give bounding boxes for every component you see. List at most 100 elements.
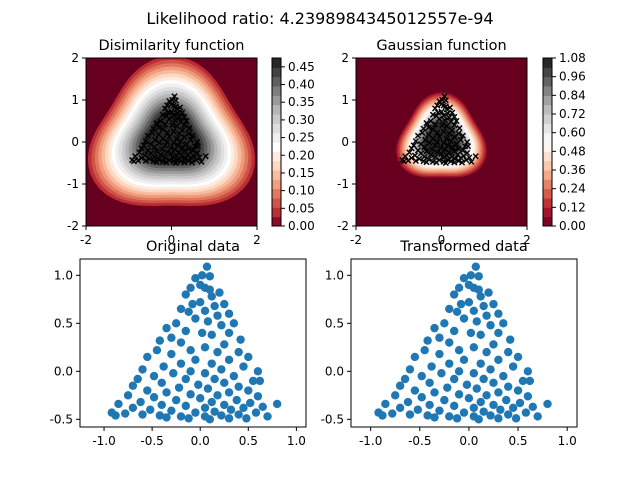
scatter-point <box>128 403 138 412</box>
scatter-point <box>213 311 222 320</box>
scatter-point <box>220 400 229 410</box>
scatter-point <box>205 285 215 294</box>
scatter-point <box>479 407 488 416</box>
scatter-point <box>479 301 488 311</box>
scatter-point <box>445 359 454 368</box>
overlay-marker <box>166 133 173 141</box>
overlay-marker <box>436 133 443 141</box>
scatter-point <box>162 388 171 397</box>
overlay-marker <box>447 138 454 145</box>
scatter-point <box>200 403 210 412</box>
x-tick-label: 1.0 <box>287 434 306 448</box>
scatter-point <box>405 410 415 419</box>
scatter-point <box>157 378 166 388</box>
y-tick-label: -2 <box>337 219 349 233</box>
x-tick-label: 2 <box>253 233 261 247</box>
scatter-point <box>191 408 200 417</box>
overlay-marker <box>179 143 186 151</box>
scatter-point <box>184 414 193 423</box>
colorbar-swatch <box>543 95 552 106</box>
overlay-marker <box>447 158 454 165</box>
overlay-marker <box>419 129 426 136</box>
scatter-point <box>405 365 415 374</box>
colorbar-swatch <box>543 67 552 78</box>
scatter-point <box>224 355 234 364</box>
colorbar-swatch <box>543 198 552 208</box>
scatter-point <box>476 292 485 301</box>
overlay-marker <box>161 105 169 112</box>
axes-frame <box>350 258 578 428</box>
overlay-marker <box>172 159 179 167</box>
overlay-marker <box>455 145 462 152</box>
scatter-point <box>174 383 184 392</box>
overlay-marker <box>151 153 158 160</box>
overlay-marker <box>442 159 449 167</box>
scatter-point <box>430 388 439 397</box>
colorbar-swatch <box>272 188 281 199</box>
y-tick-label: 2 <box>71 51 79 65</box>
overlay-marker <box>434 138 441 146</box>
scatter-point <box>149 371 159 381</box>
scatter-point <box>454 390 464 399</box>
overlay-marker <box>434 148 441 156</box>
scatter-point <box>133 374 142 384</box>
overlay-marker <box>459 132 466 139</box>
scatter-point <box>494 355 503 364</box>
x-tick-label: 0.5 <box>508 434 527 448</box>
scatter-point <box>430 323 439 333</box>
scatter-point <box>229 319 239 328</box>
overlay-marker <box>159 111 167 118</box>
scatter-point <box>425 400 434 410</box>
colorbar-swatch <box>272 132 281 143</box>
overlay-marker <box>449 143 456 151</box>
overlay-marker <box>438 150 445 157</box>
scatter-point <box>459 274 469 283</box>
scatter-point <box>454 283 464 292</box>
overlay-marker <box>174 110 182 117</box>
overlay-marker <box>444 110 452 117</box>
colorbar-swatch <box>543 104 552 115</box>
scatter-point <box>489 299 498 309</box>
scatter-point <box>258 402 267 412</box>
scatter-point <box>472 317 481 326</box>
scatter-point <box>217 321 226 330</box>
scatter-point <box>403 397 413 407</box>
overlay-marker <box>156 139 163 146</box>
scatter-point <box>236 335 245 344</box>
colorbar-tick-label: 0.36 <box>559 163 586 177</box>
overlay-marker <box>174 156 182 163</box>
scatter-point <box>445 338 454 347</box>
scatter-point <box>466 328 476 338</box>
scatter-point <box>474 272 483 281</box>
scatter-point <box>499 319 508 328</box>
colorbar-swatch <box>543 179 552 190</box>
overlay-marker <box>464 143 472 150</box>
y-tick-label: 0.0 <box>325 364 344 378</box>
colorbar-swatch <box>272 95 281 106</box>
scatter-point <box>525 376 535 386</box>
scatter-point <box>138 365 147 374</box>
overlay-marker <box>194 143 202 150</box>
overlay-marker <box>446 104 454 111</box>
colorbar-swatch <box>543 86 552 96</box>
y-tick-label: -2 <box>67 219 79 233</box>
scatter-point <box>217 411 226 420</box>
scatter-point <box>155 411 165 420</box>
overlay-marker <box>170 128 177 135</box>
y-tick-label: 1 <box>341 93 349 107</box>
overlay-marker <box>426 139 433 146</box>
y-tick-label: 0.5 <box>54 316 73 330</box>
scatter-point <box>246 398 255 408</box>
scatter-point <box>123 391 133 400</box>
scatter-point <box>528 402 537 412</box>
scatter-point <box>210 374 219 384</box>
scatter-point <box>459 314 469 323</box>
scatter-point <box>508 362 518 371</box>
overlay-marker <box>146 155 153 162</box>
overlay-marker <box>185 145 192 152</box>
colorbar-tick-label: 0.00 <box>559 219 586 233</box>
overlay-marker <box>453 141 460 148</box>
overlay-marker <box>446 114 453 121</box>
colorbar-swatch <box>272 76 281 87</box>
